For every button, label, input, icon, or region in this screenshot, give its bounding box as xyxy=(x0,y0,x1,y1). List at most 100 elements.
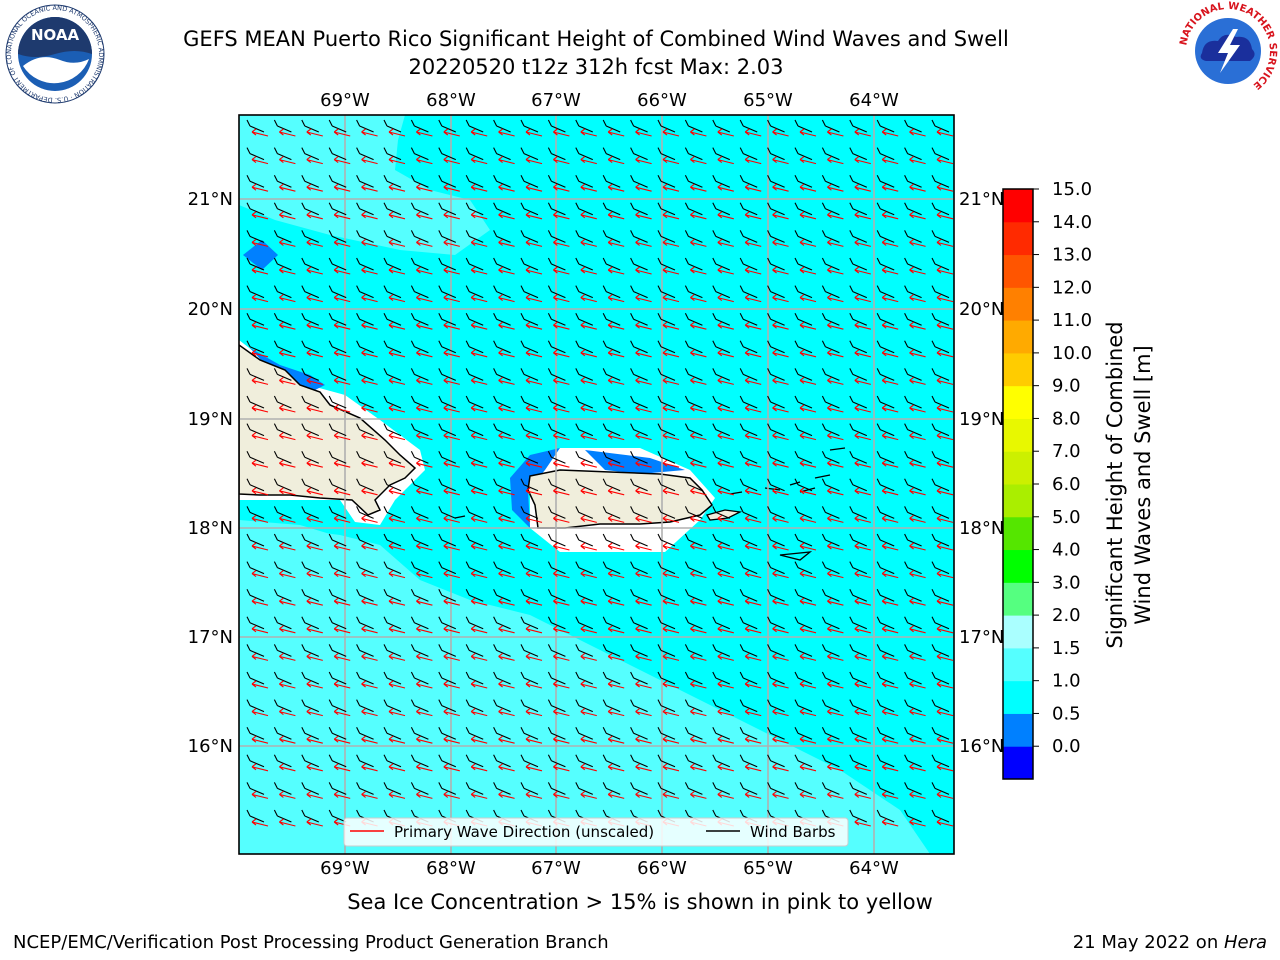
wave-direction-arrow xyxy=(854,432,871,441)
wind-barb xyxy=(575,368,594,381)
wave-direction-arrow xyxy=(388,735,406,744)
wave-direction-arrow xyxy=(251,459,269,468)
wave-direction-arrow xyxy=(306,459,323,468)
wave-direction-arrow xyxy=(662,404,680,413)
wave-direction-arrow xyxy=(333,459,351,468)
wind-barb xyxy=(273,450,292,464)
wave-direction-arrow xyxy=(662,597,680,606)
wind-barb xyxy=(767,450,785,464)
wind-barb xyxy=(301,726,320,740)
wind-barb xyxy=(821,174,840,188)
wind-barb xyxy=(410,174,429,188)
wind-barb xyxy=(630,561,648,575)
wave-direction-arrow xyxy=(881,404,899,413)
wind-barb xyxy=(547,450,566,464)
wind-barb xyxy=(602,340,621,354)
wave-direction-arrow xyxy=(361,652,378,661)
wind-barb xyxy=(657,368,676,381)
wave-direction-arrow xyxy=(690,708,707,717)
wave-direction-arrow xyxy=(881,266,899,275)
wind-barb xyxy=(602,533,621,547)
wave-direction-arrow xyxy=(909,652,926,661)
wind-barb xyxy=(547,285,566,299)
wave-direction-arrow xyxy=(580,680,597,689)
wave-direction-arrow xyxy=(690,652,707,661)
wave-direction-arrow xyxy=(744,156,762,165)
wind-barb xyxy=(904,644,922,657)
wind-barb xyxy=(356,478,374,492)
wind-barb xyxy=(767,754,785,768)
wave-direction-arrow xyxy=(936,459,954,468)
wave-direction-arrow xyxy=(607,680,625,689)
wind-barb xyxy=(684,616,703,630)
host-name: Hera xyxy=(1223,932,1267,953)
wave-direction-arrow xyxy=(525,708,543,717)
wind-barb xyxy=(383,450,402,464)
wind-barb xyxy=(602,782,621,795)
wind-barb xyxy=(575,726,594,740)
wind-barb xyxy=(684,285,703,299)
wave-direction-arrow xyxy=(388,652,406,661)
wave-direction-arrow xyxy=(881,570,899,579)
wind-barb xyxy=(520,588,539,602)
wind-barb xyxy=(246,754,265,768)
wave-direction-arrow xyxy=(416,652,433,661)
wave-direction-arrow xyxy=(827,735,844,744)
wave-direction-arrow xyxy=(635,597,652,606)
wind-barb xyxy=(547,312,566,326)
wind-barb xyxy=(356,450,374,464)
wind-barb xyxy=(739,340,758,354)
wind-barb xyxy=(876,671,895,685)
wind-barb xyxy=(876,616,895,630)
wind-barb xyxy=(493,423,511,437)
wind-barb xyxy=(657,340,676,354)
wind-barb xyxy=(465,174,484,188)
wind-barb xyxy=(767,230,785,243)
wave-direction-arrow xyxy=(580,763,597,772)
wave-direction-arrow xyxy=(744,211,762,220)
lon-label-top: 66°W xyxy=(637,90,687,111)
wind-barb xyxy=(410,754,429,768)
wave-direction-arrow xyxy=(717,266,734,275)
wave-direction-arrow xyxy=(416,349,433,358)
wave-direction-arrow xyxy=(662,542,680,551)
wave-direction-arrow xyxy=(498,763,515,772)
wind-barb xyxy=(520,699,539,713)
wave-direction-arrow xyxy=(306,432,323,441)
wind-barb xyxy=(438,588,457,602)
lon-label-top: 65°W xyxy=(743,90,793,111)
wave-direction-arrow xyxy=(388,487,406,496)
wave-direction-arrow xyxy=(553,266,570,275)
wave-direction-arrow xyxy=(580,266,597,275)
wind-barb xyxy=(246,782,265,795)
wind-barb xyxy=(767,285,785,299)
wind-barb xyxy=(712,147,731,161)
wave-direction-arrow xyxy=(909,459,926,468)
wave-direction-arrow xyxy=(690,763,707,772)
wind-barb xyxy=(794,119,813,133)
wave-direction-arrow xyxy=(470,542,488,551)
wind-barb xyxy=(246,285,265,299)
wave-direction-arrow xyxy=(470,156,488,165)
wave-direction-arrow xyxy=(744,459,762,468)
wave-direction-arrow xyxy=(607,266,625,275)
wave-direction-arrow xyxy=(854,652,871,661)
wind-barb xyxy=(465,616,484,630)
wave-direction-arrow xyxy=(470,597,488,606)
wave-direction-arrow xyxy=(909,294,926,303)
wind-barb xyxy=(356,312,374,326)
wave-direction-arrow xyxy=(580,294,597,303)
wave-direction-arrow xyxy=(333,404,351,413)
wind-barb xyxy=(410,230,429,243)
wave-direction-arrow xyxy=(799,128,817,137)
wave-direction-arrow xyxy=(607,625,625,634)
wave-direction-arrow xyxy=(333,625,351,634)
wind-barb xyxy=(520,450,539,464)
wave-direction-arrow xyxy=(498,680,515,689)
wave-direction-arrow xyxy=(388,680,406,689)
wave-direction-arrow xyxy=(936,376,954,385)
wave-direction-arrow xyxy=(361,459,378,468)
wave-direction-arrow xyxy=(827,597,844,606)
wind-barb xyxy=(712,533,731,547)
wave-direction-arrow xyxy=(416,128,433,137)
